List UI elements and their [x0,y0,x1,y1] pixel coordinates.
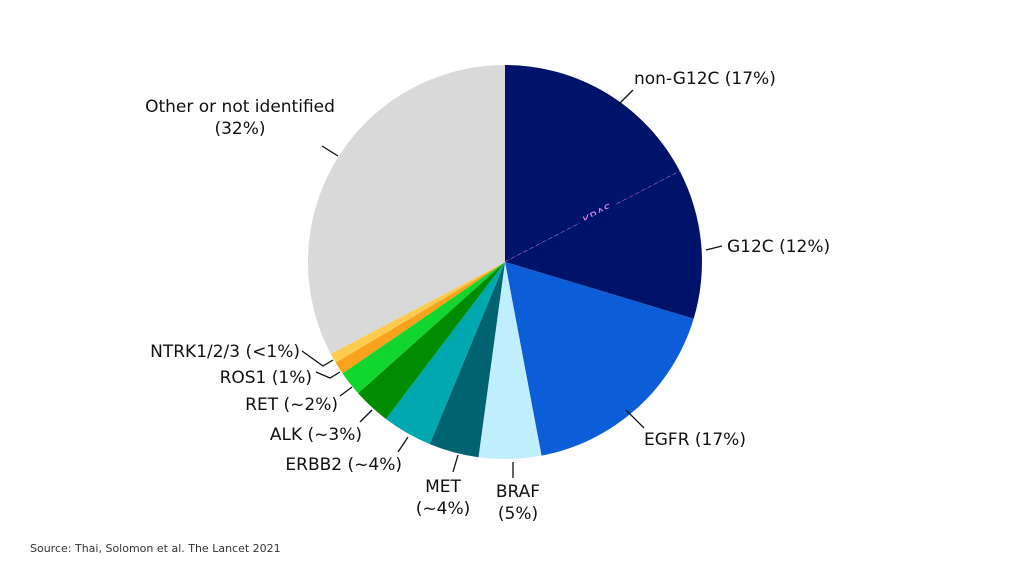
pie-slice [358,262,505,419]
slice-label: Other or not identified (32%) [145,97,335,139]
slice-label: MET (~4%) [416,477,470,519]
source-note: Source: Thai, Solomon et al. The Lancet … [30,542,281,555]
pie-slice [330,262,505,363]
leader-line [301,350,334,367]
pie-slice [478,262,542,459]
leader-line [315,371,341,379]
slice-label: G12C (12%) [727,237,830,257]
leader-line [339,386,353,397]
leader-line [397,436,409,453]
leader-line [705,245,723,251]
pie-slice [505,65,680,262]
slice-label: ROS1 (1%) [220,368,312,388]
pie-slice [385,262,505,445]
slice-label: NTRK1/2/3 (<1%) [150,342,300,362]
slice-label: non-G12C (17%) [634,69,776,89]
slice-label: EGFR (17%) [644,430,746,450]
leader-line [321,145,339,157]
pie-slice [505,262,694,456]
pie-slice [308,65,505,354]
leader-line [452,454,459,473]
pie-slice [505,171,702,319]
leader-line [359,409,373,423]
slice-label: BRAF (5%) [496,482,540,524]
leader-line [625,409,645,429]
slice-label: RET (~2%) [245,395,338,415]
pie-slice [342,262,505,394]
slice-label: ALK (~3%) [270,425,362,445]
slice-label: ERBB2 (~4%) [285,455,402,475]
leader-line [616,89,634,107]
pie-slice [429,262,505,458]
pie-slice [335,262,505,374]
